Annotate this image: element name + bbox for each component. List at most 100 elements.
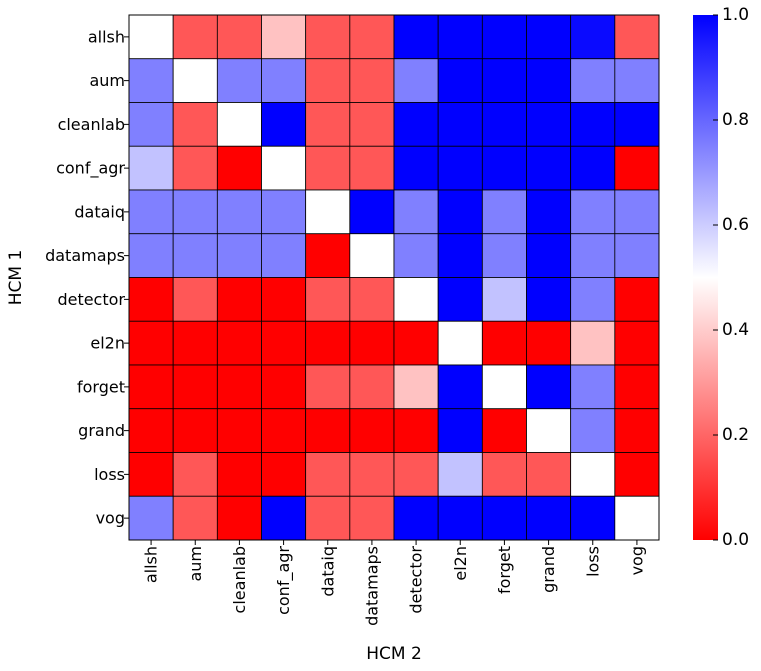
heatmap-cell-forget-aum xyxy=(172,364,218,410)
heatmap-cell-aum-datamaps xyxy=(349,58,395,103)
heatmap-cell-aum-detector xyxy=(393,58,439,103)
heatmap-cell-grand-cleanlab xyxy=(216,408,262,453)
heatmap-cell-loss-conf_agr xyxy=(261,452,307,497)
heatmap-cell-datamaps-el2n xyxy=(437,233,483,278)
heatmap-cell-datamaps-detector xyxy=(393,233,439,278)
heatmap-cell-forget-vog xyxy=(614,364,660,410)
x-tick-label-aum: aum xyxy=(186,546,205,582)
heatmap-cell-forget-detector xyxy=(393,364,439,410)
colorbar-tick-label: 1.0 xyxy=(722,5,749,25)
heatmap-cell-grand-forget xyxy=(481,408,527,453)
heatmap-cell-detector-grand xyxy=(526,277,572,322)
y-tick-label-loss: loss xyxy=(94,465,125,484)
heatmap-cell-loss-detector xyxy=(393,452,439,497)
heatmap-cell-vog-cleanlab xyxy=(216,495,262,541)
heatmap-cell-el2n-allsh xyxy=(128,320,174,366)
heatmap-cell-allsh-el2n xyxy=(437,14,483,60)
x-tick-label-cleanlab: cleanlab xyxy=(230,546,249,613)
heatmap-cell-allsh-datamaps xyxy=(349,14,395,60)
heatmap-cell-datamaps-datamaps xyxy=(349,233,395,278)
x-tick-labels: allsh aum cleanlab conf_agr dataiq datamaps de… xyxy=(142,540,646,626)
heatmap-cell-el2n-aum xyxy=(172,320,218,366)
colorbar: 0.0 0.2 0.4 0.6 0.8 1.0 xyxy=(693,5,749,550)
heatmap-cell-forget-cleanlab xyxy=(216,364,262,410)
heatmap-cell-vog-conf_agr xyxy=(261,495,307,541)
y-tick-label-allsh: allsh xyxy=(88,27,125,46)
heatmap-cell-dataiq-datamaps xyxy=(349,189,395,235)
heatmap-cell-grand-vog xyxy=(614,408,660,453)
heatmap-cell-el2n-dataiq xyxy=(305,320,351,366)
heatmap-cell-forget-forget xyxy=(481,364,527,410)
heatmap-cell-datamaps-loss xyxy=(570,233,616,278)
heatmap-cell-dataiq-forget xyxy=(481,189,527,235)
heatmap-cell-conf_agr-cleanlab xyxy=(216,145,262,191)
heatmap-cell-vog-dataiq xyxy=(305,495,351,541)
heatmap-cell-el2n-conf_agr xyxy=(261,320,307,366)
heatmap-cell-detector-allsh xyxy=(128,277,174,322)
y-tick-label-conf_agr: conf_agr xyxy=(56,159,125,179)
heatmap-cell-conf_agr-datamaps xyxy=(349,145,395,191)
heatmap-cell-datamaps-cleanlab xyxy=(216,233,262,278)
heatmap-cell-conf_agr-el2n xyxy=(437,145,483,191)
heatmap-cell-detector-detector xyxy=(393,277,439,322)
heatmap-cell-grand-conf_agr xyxy=(261,408,307,453)
heatmap-cell-loss-el2n xyxy=(437,452,483,497)
heatmap-cell-vog-vog xyxy=(614,495,660,541)
heatmap-cell-forget-conf_agr xyxy=(261,364,307,410)
heatmap-cell-aum-allsh xyxy=(128,58,174,103)
heatmap-cell-forget-loss xyxy=(570,364,616,410)
heatmap-cell-conf_agr-forget xyxy=(481,145,527,191)
heatmap-cell-cleanlab-el2n xyxy=(437,102,483,147)
x-tick-label-vog: vog xyxy=(627,546,646,575)
heatmap-cell-detector-el2n xyxy=(437,277,483,322)
y-tick-label-grand: grand xyxy=(78,421,125,440)
y-axis-label: HCM 1 xyxy=(6,250,26,306)
heatmap-cell-dataiq-allsh xyxy=(128,189,174,235)
heatmap-cell-allsh-allsh xyxy=(128,14,174,60)
x-tick-label-dataiq: dataiq xyxy=(318,546,337,597)
heatmap-cell-grand-datamaps xyxy=(349,408,395,453)
x-tick-label-loss: loss xyxy=(583,546,602,577)
heatmap-cell-loss-grand xyxy=(526,452,572,497)
heatmap-cell-forget-el2n xyxy=(437,364,483,410)
heatmap-cell-el2n-loss xyxy=(570,320,616,366)
y-tick-label-forget: forget xyxy=(77,377,125,396)
heatmap-cells xyxy=(128,14,660,541)
colorbar-ticks: 0.0 0.2 0.4 0.6 0.8 1.0 xyxy=(713,5,749,550)
colorbar-tick-label: 0.8 xyxy=(722,110,749,130)
x-tick-label-allsh: allsh xyxy=(142,546,161,583)
heatmap-cell-vog-loss xyxy=(570,495,616,541)
heatmap-cell-grand-detector xyxy=(393,408,439,453)
heatmap-cell-vog-datamaps xyxy=(349,495,395,541)
y-tick-label-detector: detector xyxy=(57,290,125,309)
heatmap-cell-datamaps-forget xyxy=(481,233,527,278)
heatmap-cell-conf_agr-grand xyxy=(526,145,572,191)
heatmap-cell-vog-detector xyxy=(393,495,439,541)
heatmap-cell-loss-allsh xyxy=(128,452,174,497)
colorbar-tick-label: 0.2 xyxy=(722,425,749,445)
heatmap-cell-datamaps-grand xyxy=(526,233,572,278)
heatmap-cell-grand-aum xyxy=(172,408,218,453)
heatmap-cell-loss-dataiq xyxy=(305,452,351,497)
heatmap-cell-loss-aum xyxy=(172,452,218,497)
x-axis-label: HCM 2 xyxy=(366,644,422,664)
heatmap-cell-allsh-dataiq xyxy=(305,14,351,60)
x-tick-label-forget: forget xyxy=(495,546,514,594)
heatmap-cell-aum-aum xyxy=(172,58,218,103)
heatmap-cell-vog-aum xyxy=(172,495,218,541)
heatmap-cell-loss-datamaps xyxy=(349,452,395,497)
heatmap-cell-forget-dataiq xyxy=(305,364,351,410)
heatmap-cell-aum-el2n xyxy=(437,58,483,103)
colorbar-tick-label: 0.6 xyxy=(722,215,749,235)
heatmap-cell-vog-allsh xyxy=(128,495,174,541)
y-tick-label-cleanlab: cleanlab xyxy=(58,115,125,134)
y-tick-label-dataiq: dataiq xyxy=(74,202,125,221)
heatmap-cell-el2n-el2n xyxy=(437,320,483,366)
heatmap-cell-aum-loss xyxy=(570,58,616,103)
heatmap-cell-detector-vog xyxy=(614,277,660,322)
y-tick-label-datamaps: datamaps xyxy=(45,246,125,265)
heatmap-cell-cleanlab-aum xyxy=(172,102,218,147)
heatmap-cell-datamaps-dataiq xyxy=(305,233,351,278)
heatmap-cell-forget-datamaps xyxy=(349,364,395,410)
